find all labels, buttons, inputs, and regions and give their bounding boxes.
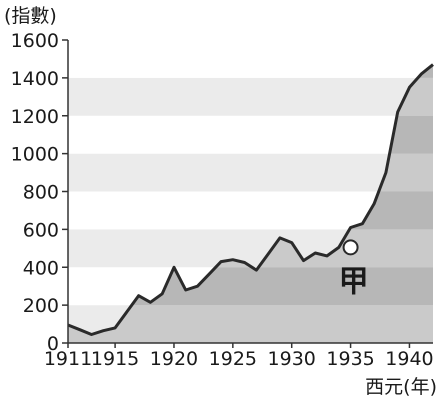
y-tick-label: 600: [23, 219, 59, 241]
x-tick-label: 1925: [209, 348, 257, 370]
y-axis-ticks: 0 200 400 600 800 1000 1200 1400 1600: [11, 30, 68, 355]
annotations: 甲: [339, 239, 369, 299]
y-tick-label: 800: [23, 182, 59, 204]
band-7: [68, 40, 433, 78]
y-axis-label: (指數): [4, 5, 57, 27]
y-tick-label: 1200: [11, 106, 59, 128]
y-tick-label: 200: [23, 295, 59, 317]
annotation-label: 甲: [339, 264, 369, 299]
annotation-marker: [342, 239, 359, 256]
band-6: [68, 77, 433, 116]
y-tick-label: 1000: [11, 144, 59, 166]
x-tick-label: 1930: [268, 348, 316, 370]
x-axis-label: 西元(年): [365, 376, 437, 398]
y-tick-label: 400: [23, 257, 59, 279]
x-tick-label: 1915: [91, 348, 139, 370]
series-area: [68, 64, 433, 343]
band-5: [68, 115, 433, 154]
y-tick-label: 1400: [11, 68, 59, 90]
y-tick-label: 0: [47, 333, 59, 355]
band-4: [68, 153, 433, 192]
x-tick-label: 1940: [385, 348, 433, 370]
y-tick-label: 1600: [11, 30, 59, 52]
x-tick-label: 1935: [326, 348, 374, 370]
x-tick-label: 1920: [150, 348, 198, 370]
x-tick-label: 1911: [44, 348, 92, 370]
series-line: [67, 63, 434, 336]
